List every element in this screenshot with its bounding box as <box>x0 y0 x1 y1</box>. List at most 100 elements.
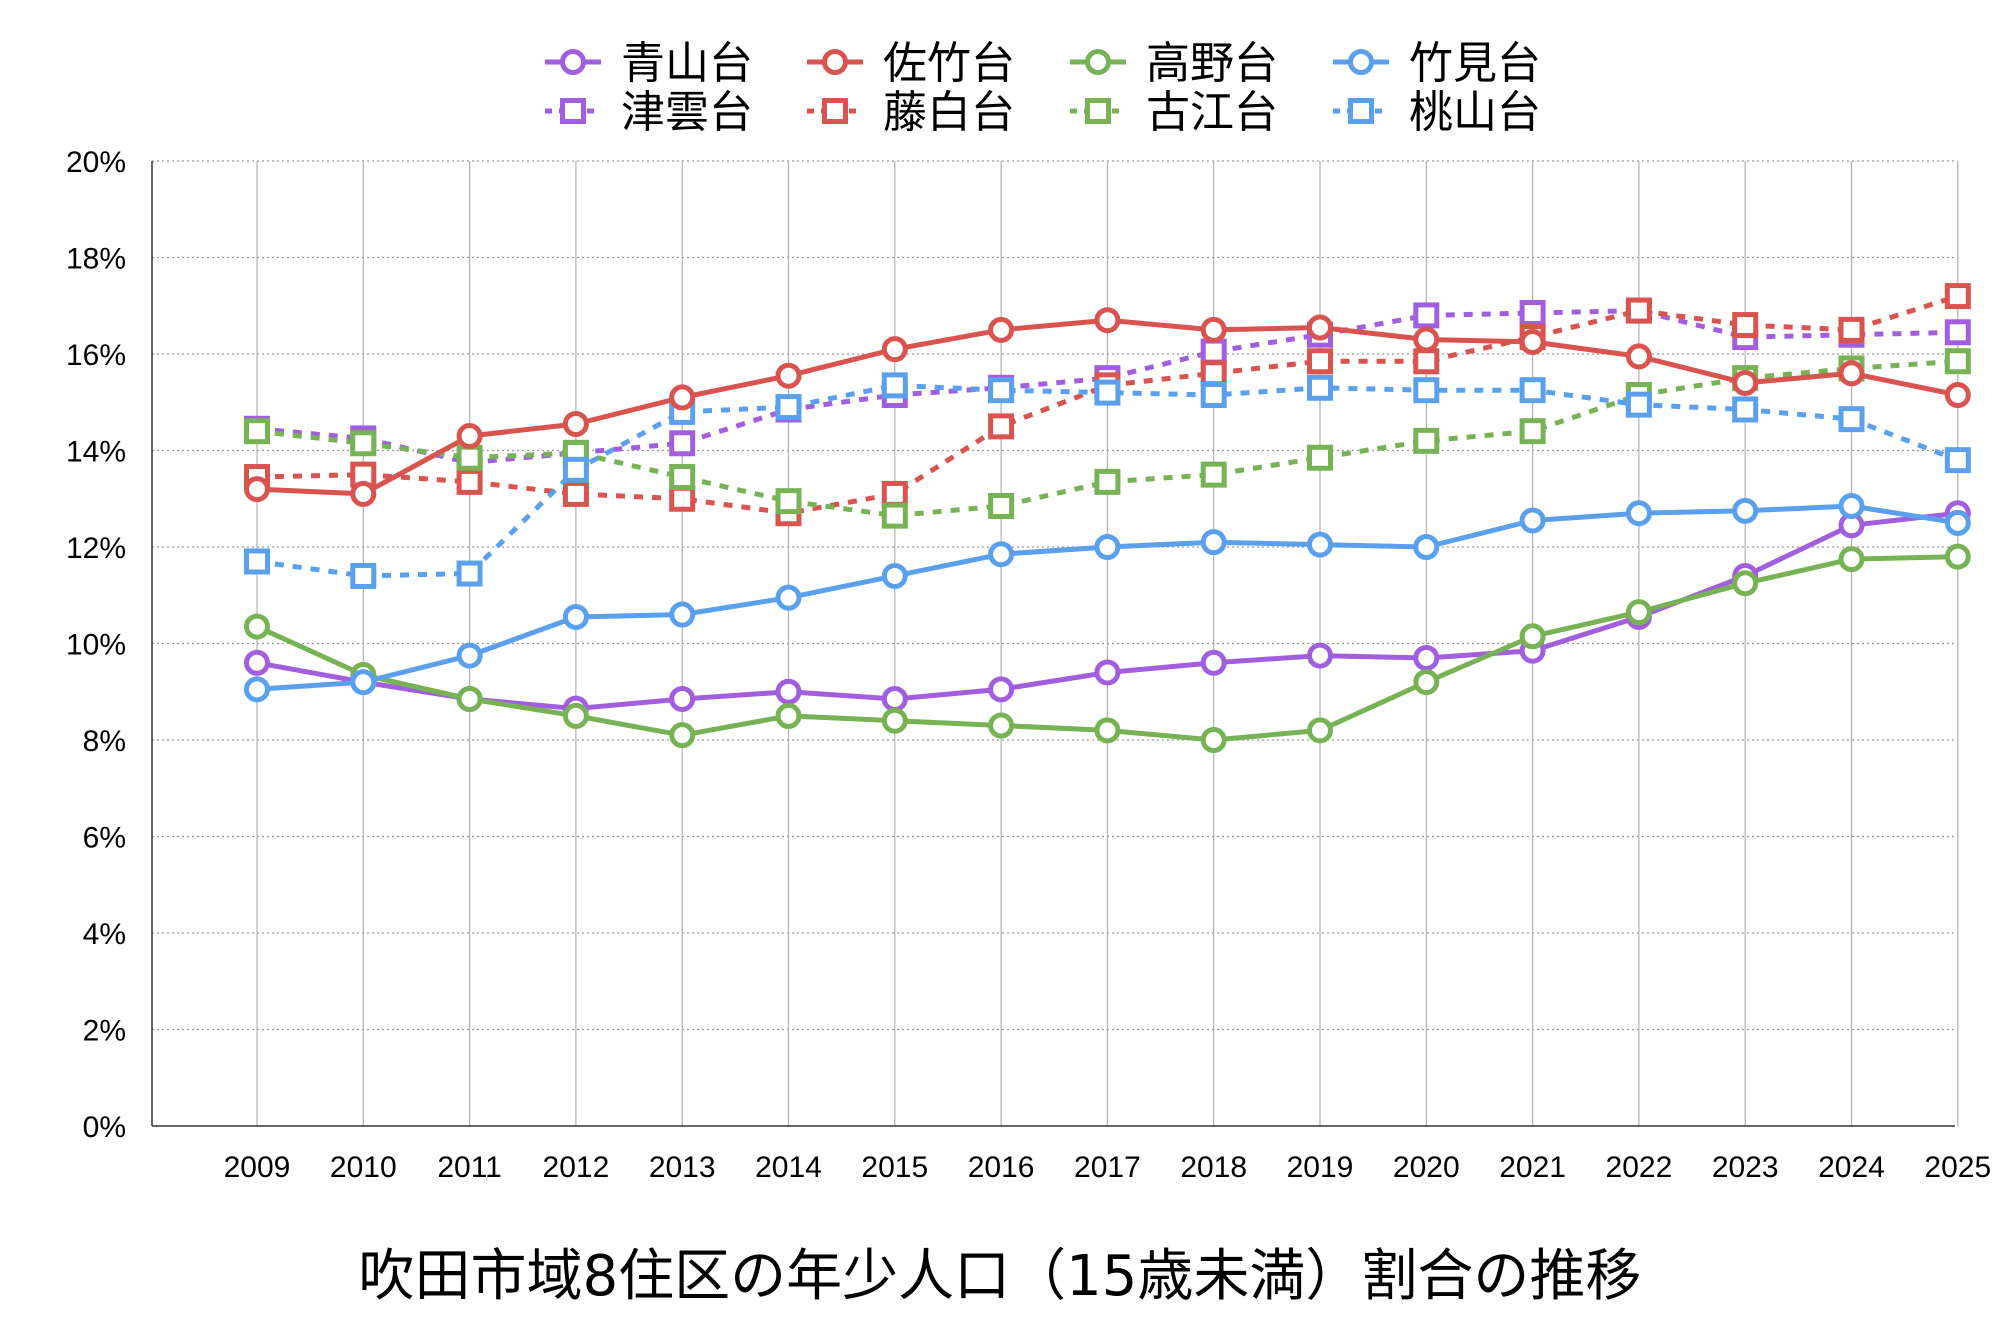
data-point-circle <box>988 541 1015 568</box>
x-tick-label: 2023 <box>1712 1151 1779 1184</box>
y-tick-label: 2% <box>83 1015 126 1048</box>
data-point-circle <box>244 613 270 640</box>
data-point-circle <box>669 384 696 411</box>
y-tick-label: 18% <box>66 243 126 276</box>
data-point-circle <box>1732 570 1759 597</box>
x-tick-label: 2009 <box>224 1151 291 1184</box>
y-tick-label: 16% <box>66 339 126 372</box>
data-point-circle <box>350 480 377 507</box>
data-point-square <box>350 430 377 457</box>
legend-item: 津雲台 <box>545 87 753 138</box>
data-point-circle <box>775 584 802 611</box>
data-point-square <box>1307 444 1333 471</box>
data-point-square <box>1200 360 1227 387</box>
legend-item: 藤白台 <box>807 87 1015 138</box>
data-point-circle <box>1732 369 1759 396</box>
data-point-circle <box>456 685 483 712</box>
x-tick-label: 2018 <box>1180 1151 1247 1184</box>
legend-item: 佐竹台 <box>807 38 1015 89</box>
data-point-square <box>1307 348 1333 375</box>
data-point-square <box>1413 348 1440 375</box>
data-point-square <box>988 492 1015 519</box>
legend-label: 高野台 <box>1146 38 1278 89</box>
data-point-circle <box>775 702 802 729</box>
legend-item: 竹見台 <box>1333 38 1541 89</box>
legend-label: 古江台 <box>1146 87 1278 138</box>
data-point-circle <box>244 676 270 703</box>
data-point-circle <box>1200 316 1227 343</box>
data-point-circle <box>350 669 377 696</box>
data-point-circle <box>1413 644 1440 671</box>
data-point-square <box>1200 382 1227 409</box>
data-point-circle <box>1307 642 1333 669</box>
data-point-circle <box>1413 669 1440 696</box>
data-point-square <box>988 413 1015 440</box>
data-point-circle <box>1307 717 1333 744</box>
data-point-square <box>456 468 483 495</box>
data-point-legend-marker <box>1085 98 1111 124</box>
data-point-circle <box>562 410 589 437</box>
data-point-square <box>881 372 908 399</box>
data-point-legend-marker <box>822 49 848 75</box>
series-佐竹台 <box>244 307 1971 507</box>
data-point-circle <box>1944 509 1971 536</box>
data-point-square <box>350 562 377 589</box>
data-point-circle <box>881 707 908 734</box>
x-tick-label: 2012 <box>543 1151 610 1184</box>
data-point-circle <box>1944 543 1971 570</box>
data-point-square <box>1732 312 1759 339</box>
chart-title: 吹田市域8住区の年少人口（15歳未満）割合の推移 <box>359 1244 1642 1309</box>
data-point-circle <box>1413 534 1440 560</box>
data-point-circle <box>1094 307 1121 334</box>
data-point-circle <box>1200 529 1227 556</box>
data-point-circle <box>1732 497 1759 524</box>
y-tick-label: 8% <box>83 725 126 758</box>
data-point-circle <box>1625 599 1652 626</box>
series-藤白台 <box>244 283 1971 527</box>
data-point-circle <box>1094 534 1121 560</box>
series-line <box>256 382 1959 579</box>
legend-item: 高野台 <box>1070 38 1278 89</box>
data-point-square <box>1944 319 1971 346</box>
data-point-square <box>988 377 1015 404</box>
y-tick-label: 12% <box>66 532 126 565</box>
data-point-circle <box>669 722 696 749</box>
data-point-square <box>456 560 483 587</box>
x-tick-label: 2022 <box>1606 1151 1673 1184</box>
data-point-square <box>1307 374 1333 401</box>
data-point-circle <box>1838 546 1865 573</box>
data-point-square <box>881 480 908 507</box>
data-point-circle <box>1838 360 1865 387</box>
x-tick-label: 2019 <box>1287 1151 1354 1184</box>
data-point-square <box>669 430 696 457</box>
data-point-circle <box>775 362 802 389</box>
y-tick-label: 10% <box>66 629 126 662</box>
legend-label: 桃山台 <box>1409 87 1541 138</box>
x-tick-label: 2017 <box>1074 1151 1141 1184</box>
data-point-square <box>1944 447 1971 474</box>
data-point-square <box>456 444 483 471</box>
data-point-legend-marker <box>1348 49 1374 75</box>
legend-label: 藤白台 <box>883 87 1015 138</box>
data-point-circle <box>1307 531 1333 558</box>
data-point-square <box>1094 468 1121 495</box>
data-point-circle <box>1519 328 1546 355</box>
data-point-circle <box>1200 727 1227 753</box>
data-point-circle <box>881 685 908 712</box>
data-point-circle <box>1094 659 1121 686</box>
series-竹見台 <box>244 492 1971 703</box>
data-point-circle <box>1519 507 1546 534</box>
data-point-square <box>1944 348 1971 375</box>
data-point-square <box>1413 302 1440 329</box>
legend-item: 桃山台 <box>1333 87 1541 138</box>
data-point-square <box>1413 427 1440 454</box>
data-point-square <box>1413 377 1440 404</box>
data-point-square <box>562 480 589 507</box>
data-point-circle <box>1413 326 1440 353</box>
y-tick-label: 14% <box>66 436 126 469</box>
data-point-circle <box>881 562 908 589</box>
data-point-circle <box>988 676 1015 703</box>
data-point-square <box>244 418 270 445</box>
